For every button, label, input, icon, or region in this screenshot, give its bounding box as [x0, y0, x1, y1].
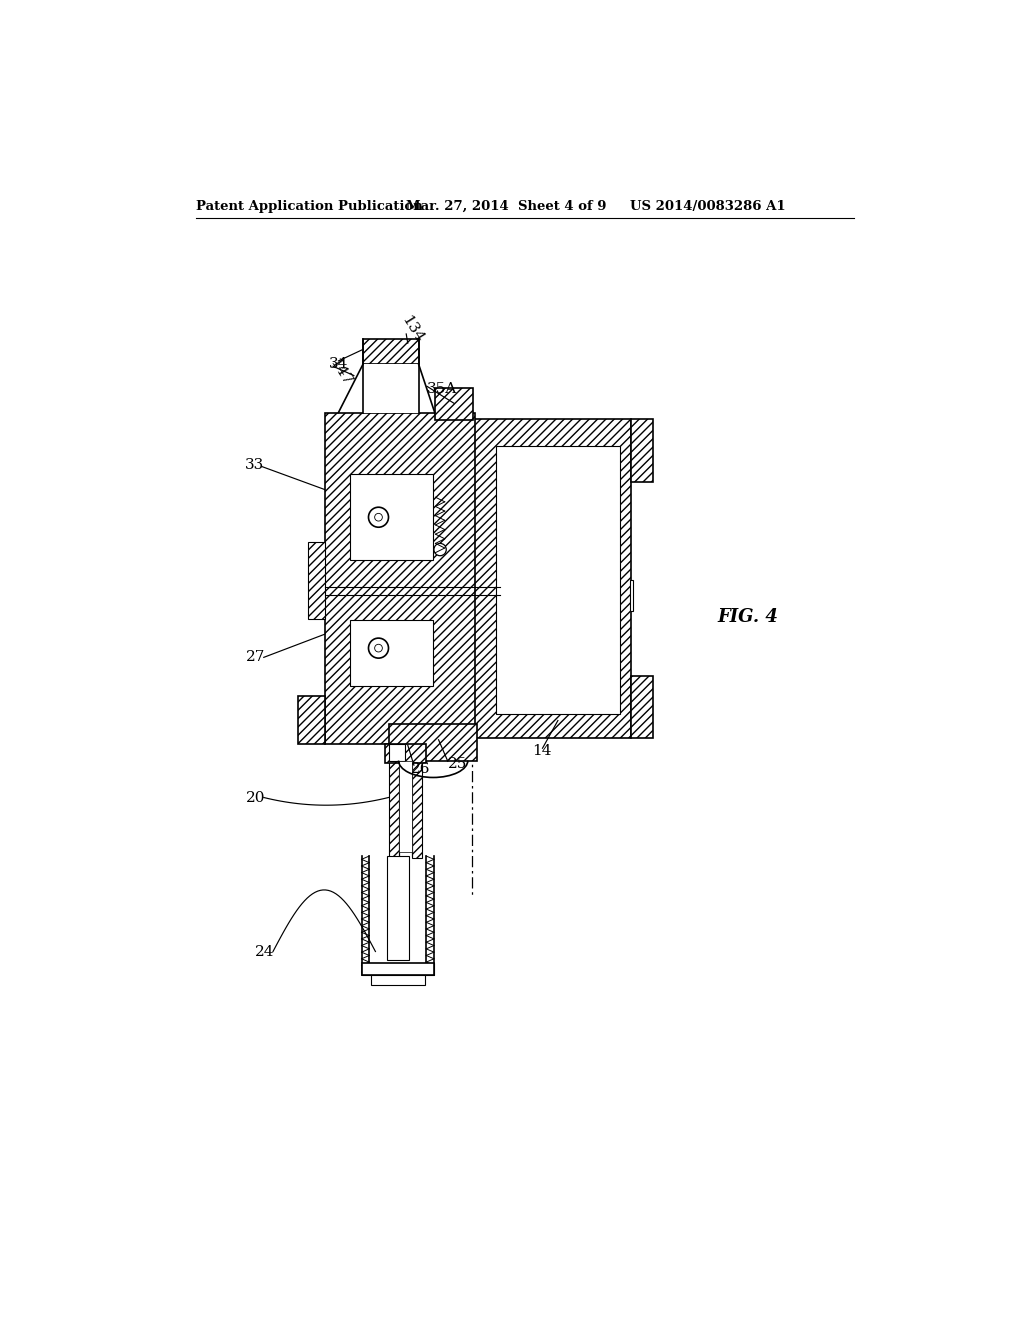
- Bar: [416, 964, 434, 975]
- Text: 20: 20: [246, 791, 265, 804]
- Text: US 2014/0083286 A1: US 2014/0083286 A1: [630, 199, 785, 213]
- Bar: [469, 418, 631, 738]
- Bar: [631, 418, 652, 482]
- Circle shape: [434, 544, 446, 556]
- Polygon shape: [364, 364, 419, 412]
- Text: 26: 26: [411, 762, 430, 776]
- Bar: [325, 413, 475, 743]
- Bar: [412, 762, 422, 858]
- Text: 25: 25: [447, 758, 467, 771]
- Bar: [387, 857, 409, 960]
- Text: FIG. 4: FIG. 4: [717, 607, 778, 626]
- Bar: [388, 762, 399, 858]
- Text: Mar. 27, 2014  Sheet 4 of 9: Mar. 27, 2014 Sheet 4 of 9: [407, 199, 606, 213]
- Text: Patent Application Publication: Patent Application Publication: [196, 199, 423, 213]
- Bar: [388, 725, 477, 762]
- Bar: [399, 762, 412, 853]
- Text: 34: 34: [330, 356, 348, 371]
- Bar: [361, 964, 379, 975]
- Bar: [385, 743, 426, 763]
- Bar: [371, 975, 425, 985]
- Bar: [298, 696, 325, 743]
- Bar: [630, 581, 634, 611]
- Bar: [350, 474, 433, 561]
- Bar: [497, 446, 620, 714]
- Text: 35A: 35A: [427, 383, 458, 396]
- Bar: [307, 543, 325, 619]
- Bar: [388, 743, 406, 760]
- Text: 24: 24: [255, 945, 274, 958]
- Text: 147: 147: [326, 356, 353, 388]
- Bar: [364, 339, 419, 364]
- Bar: [361, 964, 434, 975]
- Bar: [435, 388, 473, 420]
- Text: 14: 14: [532, 744, 552, 758]
- Bar: [631, 676, 652, 738]
- Bar: [350, 620, 433, 686]
- Text: 134: 134: [398, 313, 426, 346]
- Text: 27: 27: [246, 651, 265, 664]
- Text: 33: 33: [245, 458, 264, 471]
